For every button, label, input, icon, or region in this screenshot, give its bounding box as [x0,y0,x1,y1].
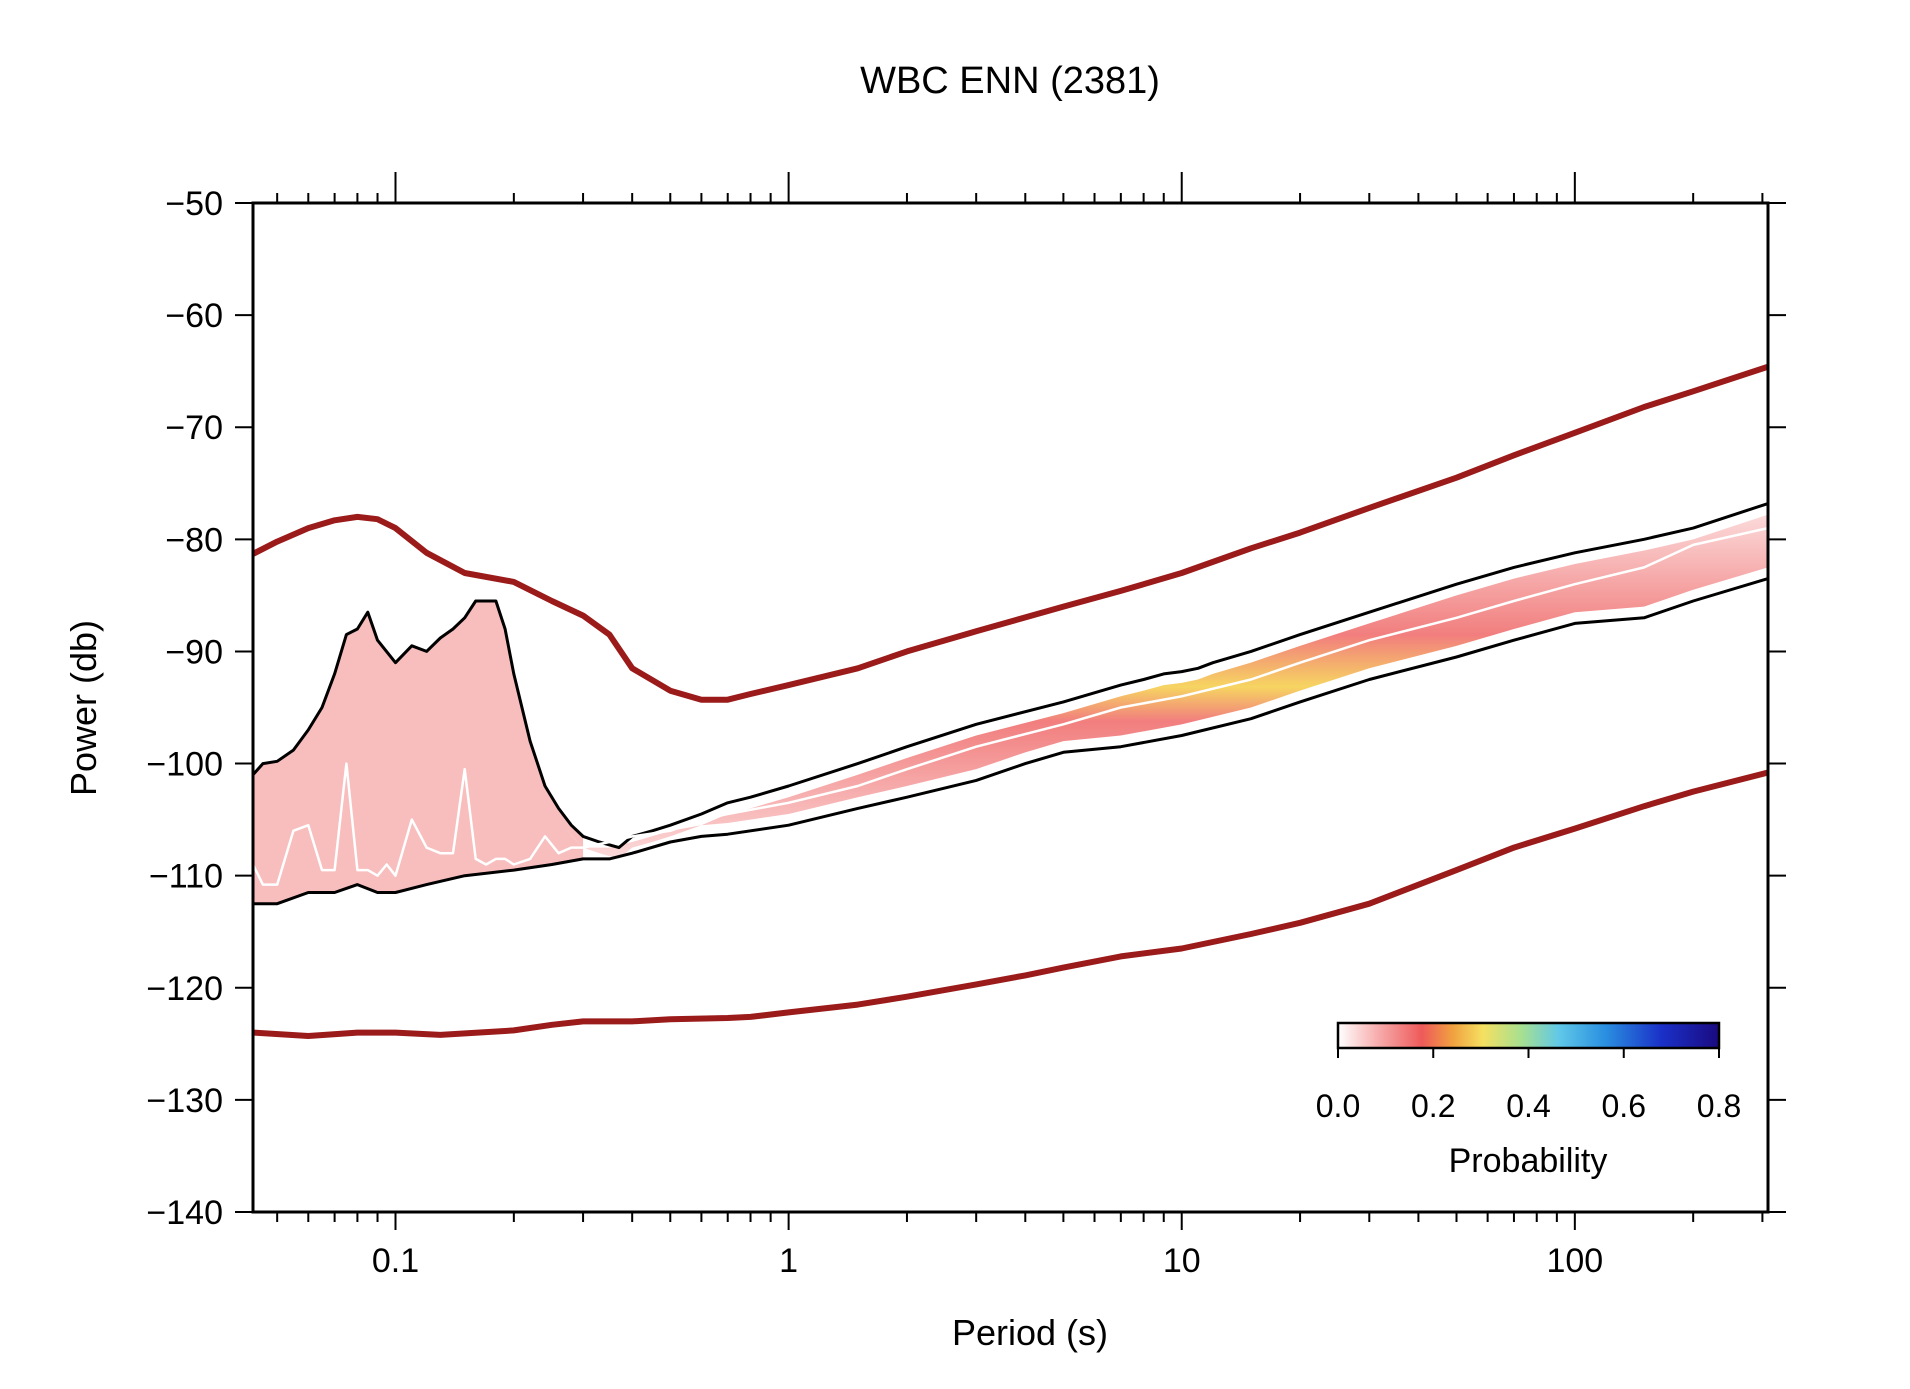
x-tick-label: 100 [1546,1242,1603,1280]
x-tick-label: 0.1 [372,1242,419,1280]
colorbar-tick-label: 0.8 [1697,1088,1741,1124]
series-mode [253,526,1768,886]
colorbar-ticks: 0.0 0.2 0.4 0.6 0.8 [1316,1048,1741,1124]
y-tick-label: −110 [149,858,223,896]
colorbar-gradient [1336,1021,1721,1050]
y-tick-label: −70 [165,409,223,447]
y-tick-label: −90 [165,633,223,671]
series-upper-percentile [253,502,1768,850]
x-axis-label: Period (s) [952,1312,1108,1353]
y-axis: −50 −60 −70 −80 −90 −100 −110 −120 −130 −140 [146,185,1786,1232]
series-lower-percentile [253,577,1768,906]
x-tick-label: 1 [779,1242,798,1280]
y-tick-label: −130 [146,1082,223,1120]
colorbar: 0.0 0.2 0.4 0.6 0.8 Probability [1316,1021,1741,1180]
series-new-high-noise-model [253,363,1768,703]
plot-frame [251,201,1770,1214]
series-lines [253,363,1768,1039]
y-tick-label: −80 [165,521,223,559]
colorbar-tick-label: 0.2 [1411,1088,1455,1124]
x-tick-label: 10 [1163,1242,1201,1280]
colorbar-tick-label: 0.0 [1316,1088,1360,1124]
y-tick-label: −100 [146,746,223,784]
x-axis: 0.1 1 10 100 [276,172,1764,1280]
y-tick-label: −50 [165,185,223,223]
colorbar-label: Probability [1449,1142,1608,1180]
colorbar-tick-label: 0.4 [1506,1088,1550,1124]
series-new-low-noise-model [253,769,1768,1039]
probability-density-band [558,514,1768,859]
plot-area [253,363,1768,1039]
colorbar-tick-label: 0.6 [1602,1088,1646,1124]
y-tick-label: −120 [146,970,223,1008]
y-axis-label: Power (db) [63,620,104,796]
chart-title: WBC ENN (2381) [860,60,1160,102]
y-tick-label: −60 [165,297,223,335]
y-tick-label: −140 [146,1194,223,1232]
probability-density-low-period [253,600,584,904]
